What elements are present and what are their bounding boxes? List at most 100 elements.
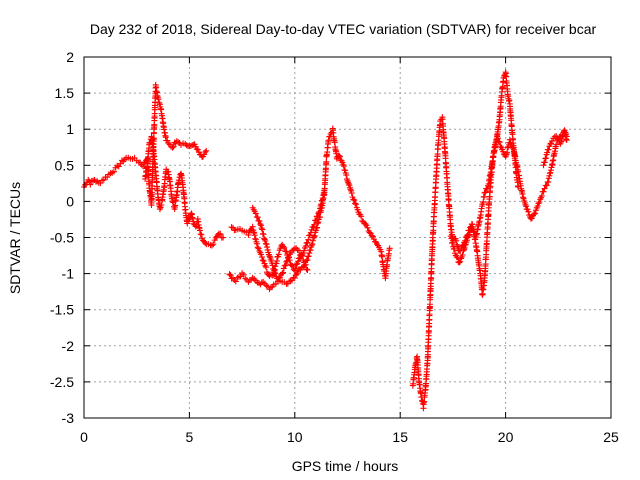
data-point	[285, 255, 292, 262]
y-tick-label: -2	[62, 338, 75, 354]
data-point	[302, 243, 309, 250]
data-point	[165, 140, 172, 147]
data-point	[291, 274, 298, 281]
data-point	[506, 136, 513, 143]
chart-title: Day 232 of 2018, Sidereal Day-to-day VTE…	[90, 21, 597, 37]
data-point	[202, 149, 209, 156]
data-point	[287, 277, 294, 284]
data-point	[308, 226, 315, 233]
data-point	[295, 258, 302, 265]
y-tick-label: 1.5	[55, 85, 75, 101]
data-point	[261, 236, 268, 243]
data-point	[185, 216, 192, 223]
data-point	[558, 138, 565, 145]
data-point	[158, 202, 165, 209]
data-point	[316, 208, 323, 215]
data-point	[285, 253, 292, 260]
y-axis-label: SDTVAR / TECUs	[7, 182, 23, 294]
data-point	[294, 247, 301, 254]
data-point	[496, 139, 503, 146]
x-tick-label: 20	[498, 429, 514, 445]
data-point	[90, 177, 97, 184]
data-point	[269, 262, 276, 269]
data-point	[309, 241, 316, 248]
data-point	[554, 135, 561, 142]
data-point	[520, 194, 527, 201]
y-tick-label: 1	[66, 121, 74, 137]
data-point	[259, 226, 266, 233]
data-point	[481, 189, 488, 196]
x-tick-label: 5	[186, 429, 194, 445]
data-point	[540, 188, 547, 195]
data-point	[461, 246, 468, 253]
data-point	[509, 144, 516, 151]
data-point	[197, 231, 204, 238]
data-point	[311, 233, 318, 240]
data-point	[466, 231, 473, 238]
data-point	[535, 200, 542, 207]
data-point	[258, 251, 265, 258]
data-point	[364, 224, 371, 231]
data-point	[226, 271, 233, 278]
data-point	[484, 186, 491, 193]
data-point	[306, 250, 313, 257]
data-point	[302, 261, 309, 268]
data-point	[87, 181, 94, 188]
data-point	[258, 225, 265, 232]
data-point	[270, 265, 277, 272]
data-point	[240, 271, 247, 278]
data-point	[210, 241, 217, 248]
data-point	[553, 141, 560, 148]
data-point	[368, 232, 375, 239]
data-point	[346, 182, 353, 189]
data-point	[541, 185, 548, 192]
data-point	[254, 244, 261, 251]
data-point	[269, 272, 276, 279]
data-point	[255, 280, 262, 287]
data-point	[538, 192, 545, 199]
data-point	[184, 220, 191, 227]
data-point	[196, 227, 203, 234]
data-point	[280, 243, 287, 250]
data-point	[345, 180, 352, 187]
data-point	[340, 163, 347, 170]
data-point	[198, 231, 205, 238]
data-point	[193, 146, 200, 153]
data-point	[351, 197, 358, 204]
data-point	[305, 253, 312, 260]
data-point	[187, 142, 194, 149]
data-point	[532, 210, 539, 217]
data-point	[352, 200, 359, 207]
data-point	[260, 231, 267, 238]
data-point	[362, 220, 369, 227]
data-point	[155, 96, 162, 103]
data-point	[272, 270, 279, 277]
data-point	[275, 251, 282, 258]
data-point	[175, 139, 182, 146]
data-point	[321, 187, 328, 194]
data-point	[260, 257, 267, 264]
x-tick-label: 0	[80, 429, 88, 445]
data-point	[311, 232, 318, 239]
data-point	[482, 189, 489, 196]
data-point	[354, 206, 361, 213]
data-point	[508, 141, 515, 148]
y-tick-label: -1.5	[50, 302, 74, 318]
data-point	[292, 265, 299, 272]
data-point	[523, 203, 530, 210]
data-point	[386, 245, 393, 252]
data-point	[460, 247, 467, 254]
data-point	[279, 269, 286, 276]
data-point	[528, 215, 535, 222]
data-point	[540, 162, 547, 169]
data-point	[280, 265, 287, 272]
data-point	[305, 236, 312, 243]
data-point	[542, 155, 549, 162]
data-point	[453, 237, 460, 244]
data-point	[292, 272, 299, 279]
data-point	[531, 211, 538, 218]
data-point	[449, 239, 456, 246]
data-point	[283, 248, 290, 255]
data-point	[543, 182, 550, 189]
